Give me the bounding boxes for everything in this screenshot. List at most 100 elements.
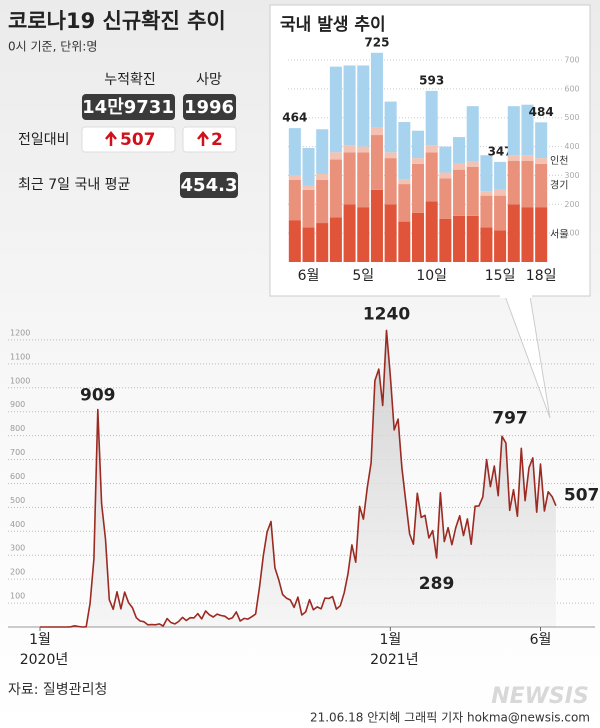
subtitle: 0시 기준, 단위:명 (8, 40, 97, 54)
bar-segment (494, 230, 507, 262)
bar-segment (329, 159, 342, 218)
bar-segment (398, 122, 411, 180)
bar-segment (453, 163, 466, 170)
bar-segment (480, 195, 493, 228)
bar-segment (357, 65, 370, 147)
bar-segment (507, 161, 520, 205)
bar-segment (411, 212, 425, 262)
legend-label: 경기 (550, 179, 568, 192)
bar-segment (535, 207, 548, 262)
data-label: 797 (492, 408, 528, 428)
bar-segment (329, 66, 342, 153)
bar-segment (466, 215, 479, 262)
inset-title: 국내 발생 추이 (280, 15, 386, 35)
bar-segment (507, 106, 520, 156)
bar-segment (507, 204, 520, 262)
y-tick-label: 1000 (10, 376, 30, 385)
bar-segment (370, 52, 383, 128)
y-tick-label: 700 (10, 448, 25, 457)
x-tick-label: 10일 (416, 268, 447, 284)
legend-label: 인천 (550, 155, 568, 167)
bar-segment (316, 179, 329, 224)
bar-segment (535, 122, 548, 159)
bar-segment (302, 148, 315, 186)
data-label: 909 (80, 386, 116, 406)
y-tick-label: 1200 (10, 328, 30, 337)
y-tick-label: 600 (564, 84, 579, 93)
bar-segment (288, 220, 301, 262)
bar-segment (425, 90, 438, 146)
bar-segment (370, 127, 383, 136)
bar-segment (439, 218, 452, 262)
bar-segment (316, 129, 329, 174)
bar-segment (411, 130, 425, 159)
x-tick-label: 5일 (352, 268, 374, 284)
y-tick-label: 100 (564, 229, 579, 238)
change-box (81, 126, 176, 153)
area (40, 330, 556, 627)
bar-segment (343, 204, 356, 262)
bar-segment (453, 137, 466, 164)
data-label: 507 (564, 486, 600, 506)
y-tick-label: 300 (564, 171, 579, 180)
bar-segment (384, 152, 397, 159)
x-tick-label: 18일 (526, 268, 557, 284)
bar-segment (398, 179, 411, 185)
change-box (182, 126, 237, 153)
total-label: 464 (282, 111, 307, 125)
line (40, 329, 557, 628)
x-year-label: 2020년 (20, 652, 69, 668)
bar-segment (466, 106, 479, 161)
bar-segment (453, 169, 466, 216)
x-tick-label: 6월 (530, 632, 552, 648)
bar-segment (494, 189, 507, 196)
title: 코로나19 신규확진 추이 (8, 9, 226, 33)
legend-label: 서울 (550, 229, 568, 241)
up-arrow (197, 131, 209, 146)
bar-segment (343, 65, 356, 146)
bar-segment (535, 163, 548, 208)
bar-segment (343, 152, 356, 205)
bar-segment (466, 166, 479, 216)
avg-value: 454.3 (181, 175, 238, 196)
bar-segment (494, 161, 507, 190)
avg-label: 최근 7일 국내 평균 (18, 177, 131, 193)
stat-value: 1996 (184, 97, 234, 118)
bar-segment (329, 152, 342, 160)
bar-segment (302, 227, 315, 262)
bar-segment (521, 104, 534, 156)
data-label: 289 (419, 574, 455, 594)
bar-segment (288, 179, 301, 221)
y-tick-label: 200 (10, 568, 25, 577)
bar-segment (453, 215, 466, 262)
x-year-label: 2021년 (370, 652, 419, 668)
y-tick-label: 200 (564, 200, 579, 209)
total-label: 484 (529, 105, 554, 119)
bar-segment (384, 204, 397, 262)
bar-segment (316, 223, 329, 262)
bar-segment (466, 161, 479, 167)
bar-segment (439, 178, 452, 219)
x-tick-label: 6월 (298, 268, 320, 284)
bar-segment (357, 207, 370, 262)
change-value: 507 (120, 130, 156, 150)
bar-segment (521, 161, 534, 208)
bar-segment (480, 155, 493, 192)
y-tick-label: 600 (10, 472, 25, 481)
pointer-join (500, 293, 532, 298)
y-tick-label: 400 (564, 142, 579, 151)
y-tick-label: 800 (10, 424, 25, 433)
bar-segment (425, 145, 438, 153)
y-tick-label: 500 (10, 496, 25, 505)
bar-segment (398, 221, 411, 262)
bar-segment (302, 189, 315, 228)
change-label: 전일대비 (18, 132, 70, 148)
bar-segment (302, 185, 315, 190)
data-label: 1240 (363, 304, 410, 324)
y-tick-label: 1100 (10, 352, 30, 361)
bar-segment (288, 175, 301, 180)
bar-segment (507, 155, 520, 161)
y-tick-label: 400 (10, 520, 25, 529)
y-tick-label: 900 (10, 400, 25, 409)
